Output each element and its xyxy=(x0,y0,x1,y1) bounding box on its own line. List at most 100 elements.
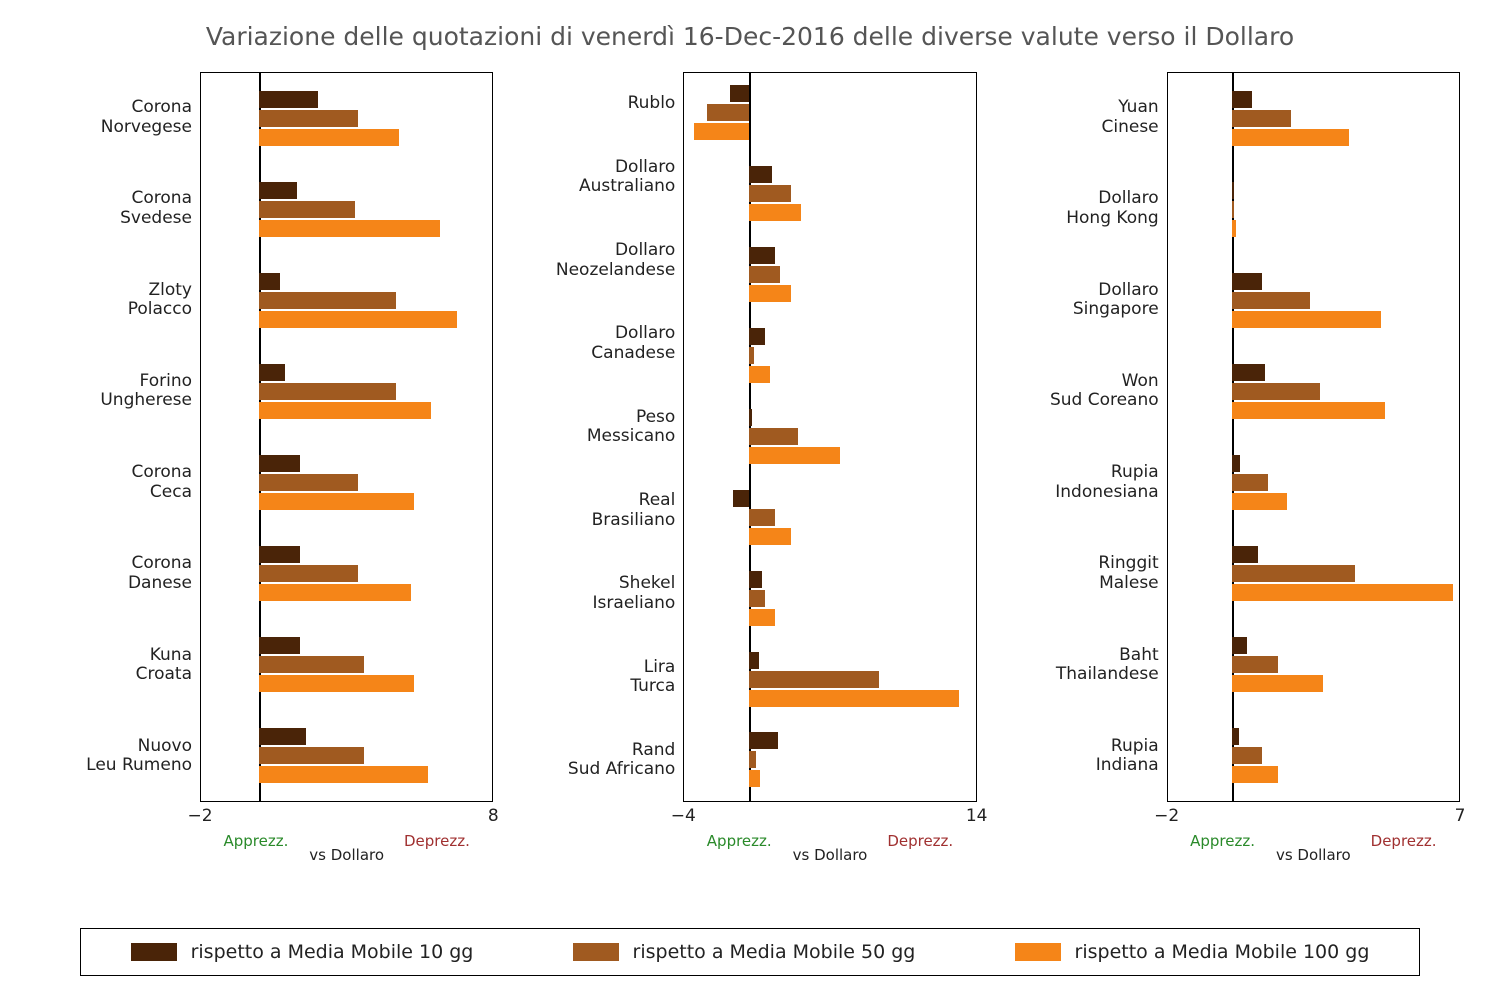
bar xyxy=(749,266,780,283)
category-label: YuanCinese xyxy=(1027,98,1167,137)
figure: Variazione delle quotazioni di venerdì 1… xyxy=(0,0,1500,1000)
deprezz-label: Deprezz. xyxy=(1371,832,1437,850)
bar-group xyxy=(684,82,975,144)
category-label: CoronaNorvegese xyxy=(60,98,200,137)
bar-group xyxy=(1168,88,1459,150)
y-labels: CoronaNorvegeseCoronaSvedeseZlotyPolacco… xyxy=(60,72,200,802)
bar xyxy=(1232,565,1355,582)
bar xyxy=(749,751,755,768)
x-tick: 8 xyxy=(488,806,499,826)
bar-group xyxy=(201,634,492,696)
bar xyxy=(749,166,772,183)
bar-group xyxy=(1168,543,1459,605)
plot-wrap: YuanCineseDollaroHong KongDollaroSingapo… xyxy=(1027,72,1460,802)
bar xyxy=(749,285,791,302)
plot-wrap: CoronaNorvegeseCoronaSvedeseZlotyPolacco… xyxy=(60,72,493,802)
bar xyxy=(749,732,778,749)
bar xyxy=(1232,91,1251,108)
bar xyxy=(1232,383,1319,400)
legend-item: rispetto a Media Mobile 10 gg xyxy=(131,941,474,963)
plot-area xyxy=(683,72,976,802)
bar xyxy=(259,402,431,419)
category-label: DollaroCanadese xyxy=(543,324,683,363)
plot-wrap: RubloDollaroAustralianoDollaroNeozelande… xyxy=(543,72,976,802)
bar xyxy=(749,528,791,545)
panel: CoronaNorvegeseCoronaSvedeseZlotyPolacco… xyxy=(60,72,493,872)
bar-group xyxy=(1168,179,1459,241)
bar xyxy=(259,201,355,218)
bar xyxy=(259,766,428,783)
deprezz-label: Deprezz. xyxy=(887,832,953,850)
bar xyxy=(749,428,798,445)
bar-group xyxy=(201,88,492,150)
bar-group xyxy=(1168,361,1459,423)
bar-group xyxy=(201,452,492,514)
legend-label: rispetto a Media Mobile 10 gg xyxy=(191,941,474,963)
bar-group xyxy=(684,487,975,549)
bar xyxy=(259,546,300,563)
category-label: ZlotyPolacco xyxy=(60,281,200,320)
legend-item: rispetto a Media Mobile 100 gg xyxy=(1015,941,1370,963)
category-label: RupiaIndonesiana xyxy=(1027,463,1167,502)
bar xyxy=(1232,455,1240,472)
legend-swatch xyxy=(573,943,619,961)
category-label: RupiaIndiana xyxy=(1027,737,1167,776)
legend-item: rispetto a Media Mobile 50 gg xyxy=(573,941,916,963)
bar xyxy=(1232,728,1238,745)
bar-group xyxy=(201,725,492,787)
bar xyxy=(749,590,765,607)
axis-sublabel: Apprezz.vs DollaroDeprezz. xyxy=(683,832,976,872)
bar xyxy=(1232,220,1235,237)
bar xyxy=(259,747,364,764)
bar xyxy=(259,728,306,745)
category-label: WonSud Coreano xyxy=(1027,372,1167,411)
bar xyxy=(259,474,358,491)
bar xyxy=(1232,182,1234,199)
bar-group xyxy=(684,729,975,791)
bar xyxy=(259,455,300,472)
bar-group xyxy=(1168,634,1459,696)
bar xyxy=(1232,637,1247,654)
bar xyxy=(259,182,297,199)
bar xyxy=(694,123,749,140)
bar xyxy=(259,383,396,400)
bar xyxy=(1232,201,1233,218)
x-axis: −27 xyxy=(1167,802,1460,832)
category-label: DollaroNeozelandese xyxy=(543,241,683,280)
panels-row: CoronaNorvegeseCoronaSvedeseZlotyPolacco… xyxy=(60,72,1460,872)
bars xyxy=(201,73,492,801)
category-label: ForinoUngherese xyxy=(60,372,200,411)
category-label: BahtThailandese xyxy=(1027,646,1167,685)
bar xyxy=(749,509,775,526)
category-label: RealBrasiliano xyxy=(543,491,683,530)
bar xyxy=(1232,546,1258,563)
category-label: DollaroAustraliano xyxy=(543,158,683,197)
x-tick: 14 xyxy=(966,806,988,826)
bar-group xyxy=(684,406,975,468)
bars xyxy=(684,73,975,801)
bar-group xyxy=(201,543,492,605)
category-label: PesoMessicano xyxy=(543,408,683,447)
bar xyxy=(749,366,770,383)
bar xyxy=(1232,311,1381,328)
x-tick: −4 xyxy=(671,806,696,826)
bar-group xyxy=(201,179,492,241)
category-label: RandSud Africano xyxy=(543,741,683,780)
bar xyxy=(259,584,410,601)
x-axis: −28 xyxy=(200,802,493,832)
bar xyxy=(1232,656,1277,673)
bar xyxy=(730,85,749,102)
bar xyxy=(733,490,749,507)
bar xyxy=(259,364,285,381)
bar xyxy=(1232,584,1452,601)
bar xyxy=(1232,129,1349,146)
bar xyxy=(259,656,364,673)
bar xyxy=(749,571,762,588)
y-labels: RubloDollaroAustralianoDollaroNeozelande… xyxy=(543,72,683,802)
category-label: CoronaDanese xyxy=(60,554,200,593)
panel: RubloDollaroAustralianoDollaroNeozelande… xyxy=(543,72,976,872)
plot-area xyxy=(1167,72,1460,802)
x-tick: 7 xyxy=(1455,806,1466,826)
x-tick: −2 xyxy=(1154,806,1179,826)
bar xyxy=(259,675,413,692)
